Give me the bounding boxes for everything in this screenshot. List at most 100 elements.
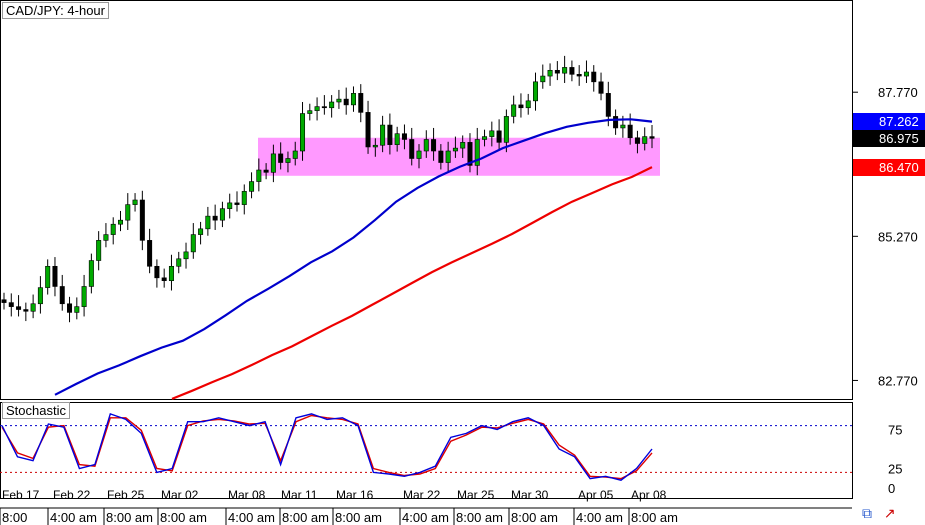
candle-body [569,67,575,75]
link-icon[interactable]: ⧉ [862,505,872,521]
stochastic-level-label: 25 [888,462,902,477]
date-label: Mar 08 [228,488,266,502]
stochastic-main-line [1,412,653,481]
candle-body [329,101,335,109]
candle-body [358,93,364,113]
time-label: 4:00 am [576,510,623,525]
candle-body [154,265,160,279]
candle-body [445,150,451,163]
date-label: Mar 25 [457,488,495,502]
candle-body [409,139,415,159]
candle-body [467,142,473,166]
candle-body [59,286,65,305]
candle-body [474,139,480,166]
candle-body [511,104,517,117]
candle-body [540,75,546,83]
support-zone-layer [258,137,660,176]
candle-body [401,133,407,140]
date-label: Feb 22 [53,488,91,502]
candle-body [533,81,539,102]
candle-body [110,223,116,235]
stochastic-signal-line [1,414,653,480]
time-label: 8:00 am [335,510,382,525]
candle-body [125,204,131,221]
candle-body [256,169,262,182]
time-label: 8:00 am [160,510,207,525]
candle-body [219,208,225,221]
candle-body [30,303,36,312]
time-label: 8:00 am [511,510,558,525]
candle-body [278,153,284,163]
time-axis-layer: Feb 17 Feb 22 Feb 25 Mar 02 Mar 08 Mar 11 Mar … [0,488,852,525]
toolbar-icons[interactable]: ⧉ ↗ [862,505,896,522]
candle-body [8,302,14,307]
price-tag: 86.470 [853,159,925,177]
time-label: 4:00 am [50,510,97,525]
time-label: 8:00 am [456,510,503,525]
candle-body [234,202,240,205]
price-tag: 86.975 [853,130,925,148]
date-label: Mar 30 [511,488,549,502]
candle-body [576,74,582,77]
candle-body [205,215,211,230]
candle-body [52,265,58,287]
candle-body [88,260,94,287]
candle-body [300,113,306,152]
candle-body [81,286,87,307]
candle-body [139,199,145,241]
candle-body [227,202,233,209]
candle-body [525,100,531,109]
candle-body [554,69,560,74]
candle-body [37,287,43,305]
candle-body [518,104,524,109]
candle-body [336,98,342,103]
candle-body [380,124,386,146]
candle-body [183,251,189,260]
arrow-icon[interactable]: ↗ [883,505,896,521]
candle-body [598,81,604,94]
candles-layer [1,55,655,323]
date-label: Feb 25 [107,488,145,502]
date-label: Mar 02 [161,488,199,502]
candle-body [387,124,393,145]
candle-body [117,219,123,225]
price-tick-label: 87.770 [878,85,918,100]
candle-body [649,136,655,139]
candle-body [350,93,356,106]
candle-body [212,215,218,221]
candle-body [431,139,437,152]
candle-body [198,228,204,235]
candle-body [314,106,320,111]
candle-body [45,265,51,288]
candle-body [416,150,422,159]
price-tick-label: 85.270 [878,229,918,244]
candle-body [583,71,589,77]
candle-body [642,136,648,144]
time-label: 4:00 am [228,510,275,525]
candle-body [634,137,640,144]
stochastic-level-label: 0 [888,481,895,496]
price-axis-layer: 87.770 85.270 82.770 [852,85,918,388]
date-label: Mar 16 [336,488,374,502]
candle-body [562,67,568,74]
candle-body [190,234,196,253]
candle-body [365,112,371,148]
candle-body [292,150,298,159]
moving-averages-layer [54,118,653,400]
date-label: Mar 11 [281,488,318,502]
candle-body [23,309,29,312]
price-tick-label: 82.770 [878,373,918,388]
candle-body [168,265,174,282]
stochastic-level-label: 75 [888,423,902,438]
candle-body [452,147,458,152]
candle-body [496,130,502,143]
candle-body [613,116,619,129]
sma-red-line [171,166,653,400]
date-label: Apr 08 [631,488,667,502]
candle-body [503,116,509,143]
time-label: 8:00 am [631,510,678,525]
candle-body [16,306,22,310]
candle-body [1,299,7,303]
candle-body [241,191,247,205]
candle-body [489,130,495,137]
